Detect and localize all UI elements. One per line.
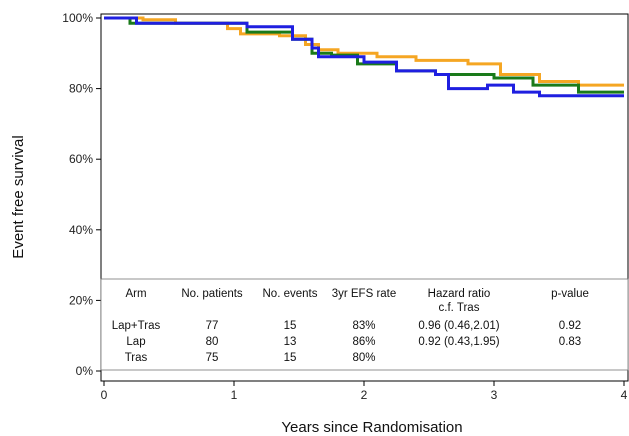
table-cell: 77: [206, 320, 219, 332]
table-header: Hazard ratio: [428, 288, 491, 300]
y-tick-label: 40%: [69, 223, 93, 237]
series-group: [104, 16, 624, 98]
x-axis-label: Years since Randomisation: [281, 419, 462, 436]
table-cell: 86%: [352, 336, 375, 348]
table-header: p-value: [551, 288, 589, 300]
y-tick-label: 100%: [62, 11, 93, 25]
table-cell: 15: [284, 352, 297, 364]
table-header: No. patients: [181, 288, 243, 300]
table-cell: 0.96 (0.46,2.01): [418, 320, 499, 332]
table-cell: 0.92: [559, 320, 581, 332]
x-tick-label: 3: [491, 388, 498, 402]
y-tick-label: 60%: [69, 152, 93, 166]
results-table: Arm No. patients No. events 3yr EFS rate Haz…: [100, 278, 629, 371]
x-tick-label: 0: [101, 388, 108, 402]
y-axis-label: Event free survival: [10, 135, 27, 258]
table-cell: 15: [284, 320, 297, 332]
table-header: Arm: [125, 288, 146, 300]
table-cell: 0.83: [559, 336, 581, 348]
table-cell: Lap: [126, 336, 145, 348]
table-box: [100, 278, 629, 371]
table-cell: 80: [206, 336, 219, 348]
series-line-tras: [104, 16, 624, 98]
table-header: No. events: [263, 288, 318, 300]
x-axis: 0 1 2 3 4: [101, 381, 628, 402]
table-cell: 0.92 (0.43,1.95): [418, 336, 499, 348]
y-tick-label: 0%: [76, 364, 94, 378]
x-tick-label: 2: [361, 388, 368, 402]
x-tick-label: 4: [621, 388, 628, 402]
table-cell: Lap+Tras: [112, 320, 161, 332]
table-cell: 75: [206, 352, 219, 364]
x-tick-label: 1: [231, 388, 238, 402]
y-tick-label: 80%: [69, 82, 93, 96]
series-line-lap: [104, 16, 624, 94]
table-cells: Arm No. patients No. events 3yr EFS rate Haz…: [112, 288, 589, 364]
table-cell: 80%: [352, 352, 375, 364]
table-cell: 83%: [352, 320, 375, 332]
table-header: 3yr EFS rate: [332, 288, 397, 300]
table-cell: 13: [284, 336, 297, 348]
table-cell: Tras: [125, 352, 148, 364]
y-tick-label: 20%: [69, 293, 93, 307]
y-axis: 0% 20% 40% 60% 80% 100%: [62, 11, 101, 378]
table-subheader: c.f. Tras: [439, 302, 480, 314]
